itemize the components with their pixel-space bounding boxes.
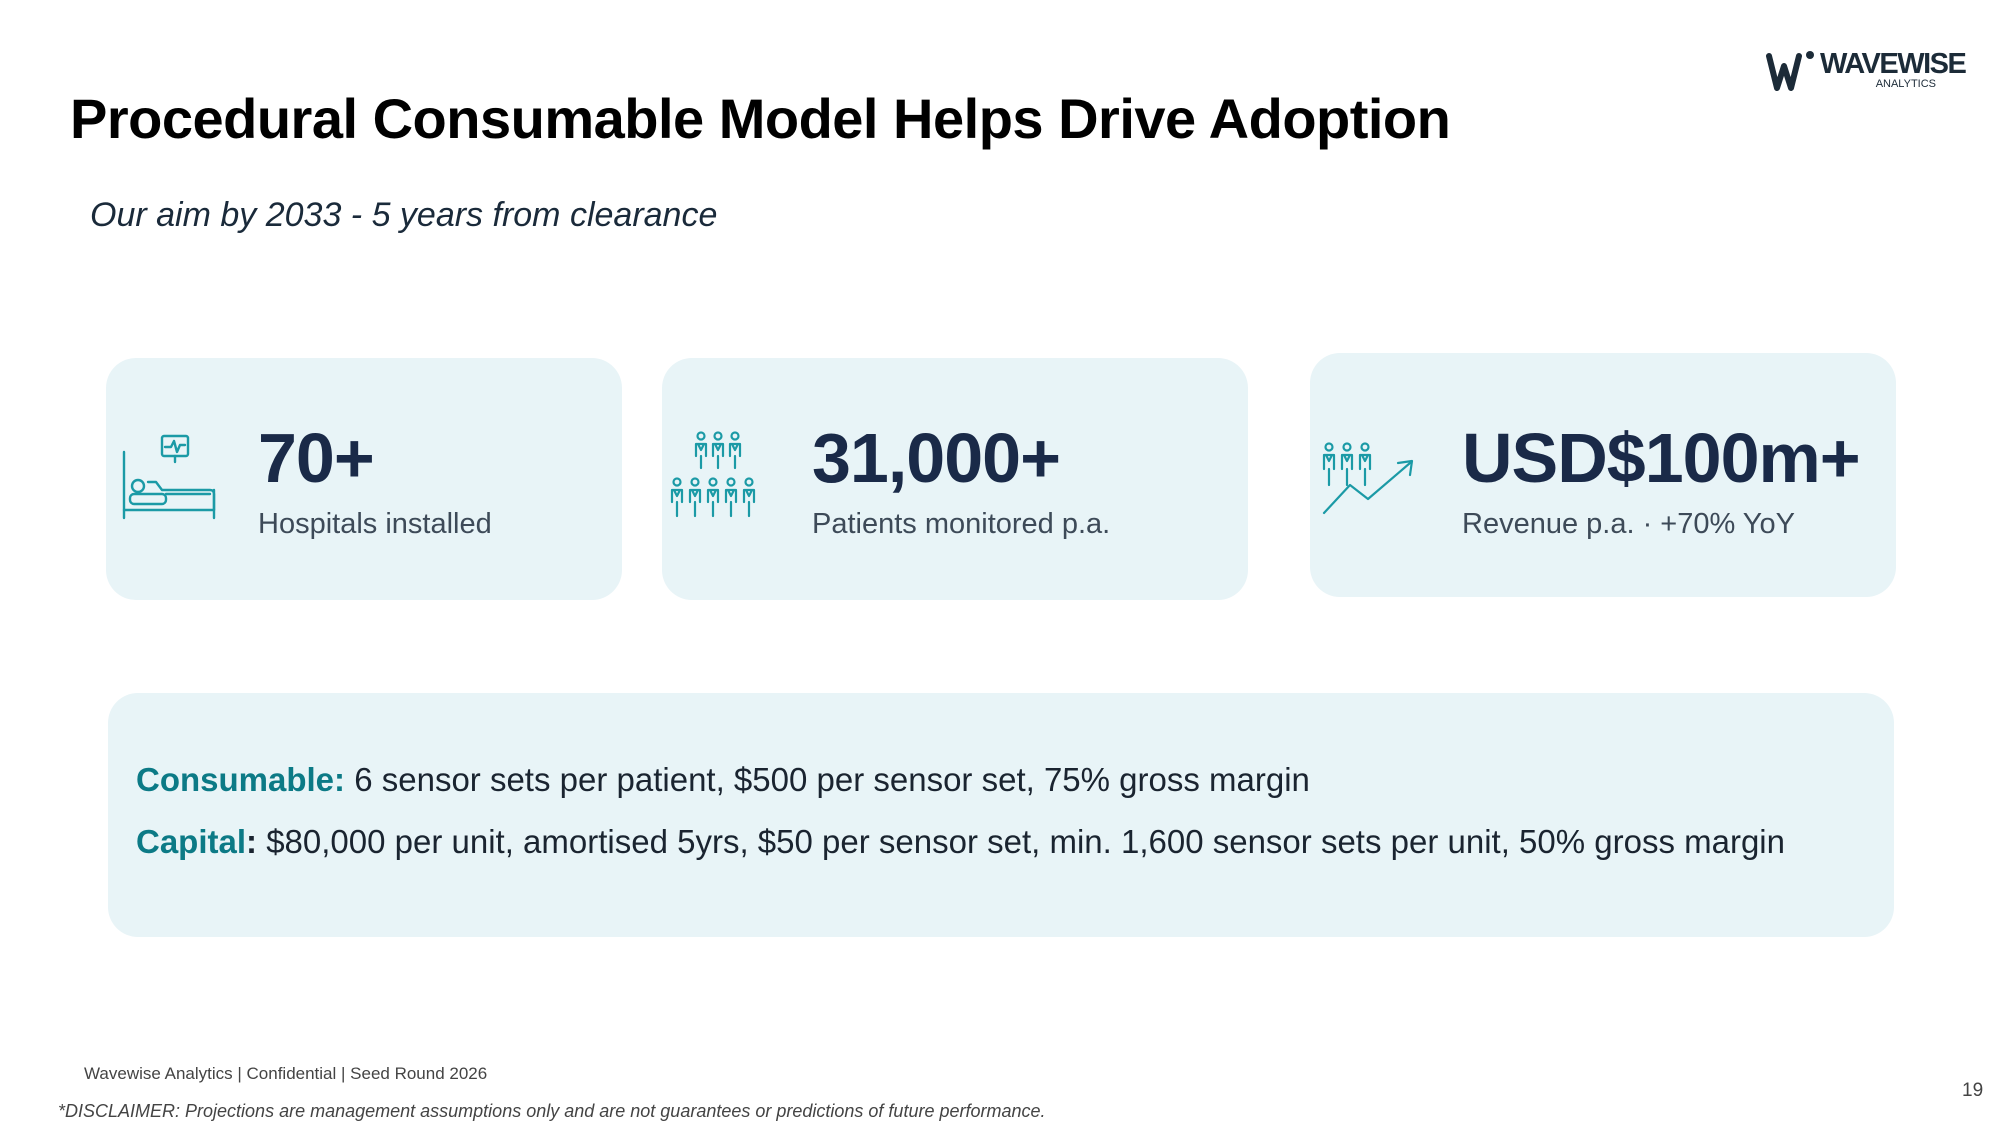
consumable-text: 6 sensor sets per patient, $500 per sens…	[345, 761, 1310, 798]
footer-text: Wavewise Analytics | Confidential | Seed…	[84, 1064, 488, 1083]
metric-card-hospitals: 70+ Hospitals installed	[106, 358, 622, 600]
page-subtitle: Our aim by 2033 - 5 years from clearance	[90, 196, 718, 234]
disclaimer: *DISCLAIMER: Projections are management …	[58, 1101, 1046, 1121]
metric-value-revenue: USD$100m+	[1462, 419, 1861, 497]
page-title: Procedural Consumable Model Helps Drive …	[70, 87, 1451, 150]
patients-group-icon	[670, 431, 756, 518]
metric-value-hospitals: 70+	[258, 419, 375, 497]
metric-card-patients: 31,000+ Patients monitored p.a.	[662, 358, 1248, 600]
metric-card-revenue: USD$100m+ Revenue p.a. · +70% YoY	[1310, 353, 1896, 597]
logo-subtitle: ANALYTICS	[1875, 78, 1936, 90]
capital-colon: :	[246, 823, 258, 860]
capital-text: $80,000 per unit, amortised 5yrs, $50 pe…	[257, 823, 1785, 860]
metric-label-revenue: Revenue p.a. · +70% YoY	[1462, 508, 1795, 540]
capital-line: Capital: $80,000 per unit, amortised 5yr…	[136, 823, 1785, 861]
growth-people-icon	[1322, 442, 1414, 515]
business-model-box: Consumable: 6 sensor sets per patient, $…	[108, 693, 1894, 937]
capital-key: Capital	[136, 823, 247, 860]
hospital-bed-icon	[122, 434, 216, 520]
metric-value-patients: 31,000+	[812, 419, 1061, 497]
logo-wordmark: WAVEWISE	[1820, 48, 1967, 80]
page-number: 19	[1962, 1080, 1984, 1101]
consumable-key: Consumable	[136, 761, 335, 798]
wave-logo-icon	[1766, 51, 1814, 91]
metric-label-patients: Patients monitored p.a.	[812, 508, 1111, 540]
consumable-line: Consumable: 6 sensor sets per patient, $…	[136, 761, 1310, 799]
consumable-colon: :	[334, 761, 346, 798]
metric-label-hospitals: Hospitals installed	[258, 508, 492, 540]
company-logo: WAVEWISE ANALYTICS	[1766, 44, 1967, 94]
